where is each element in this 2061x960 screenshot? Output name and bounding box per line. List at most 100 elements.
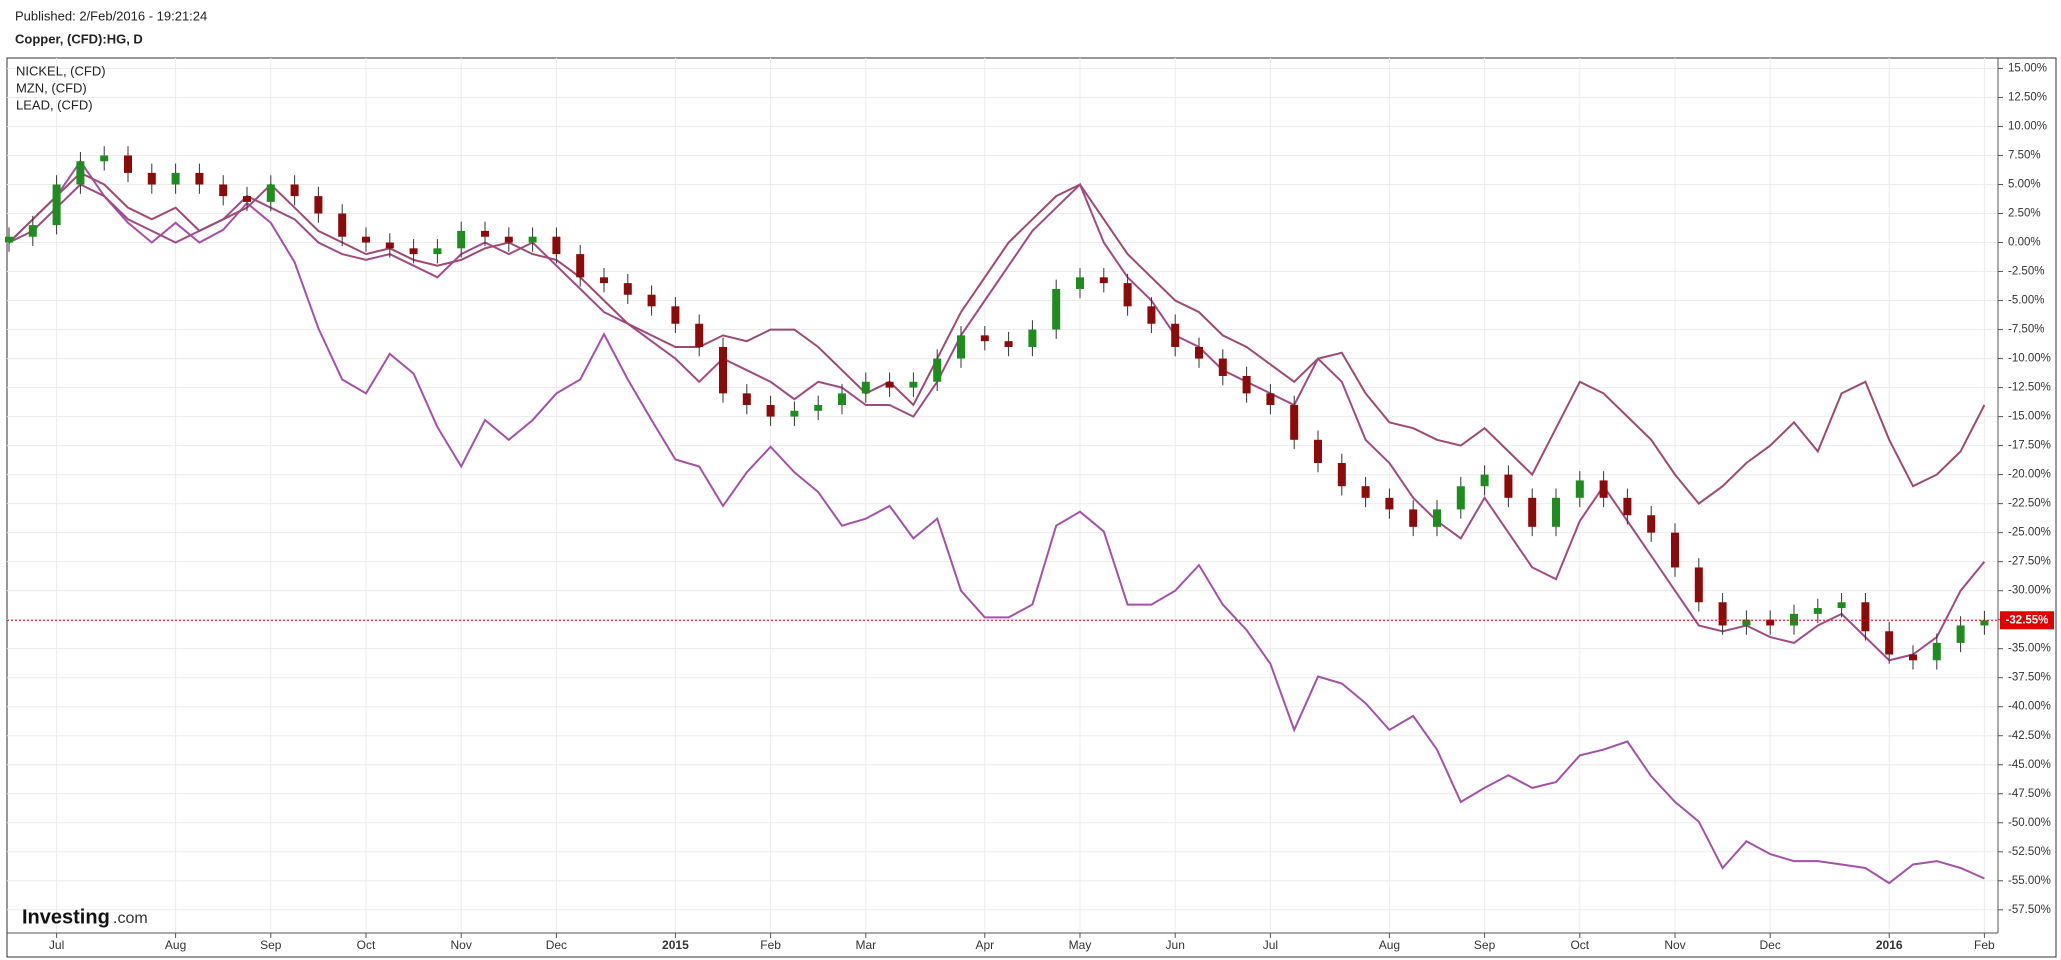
series-line [8,182,1986,662]
y-tick-label: -50.00% [2008,817,2051,829]
candle-body [1552,497,1560,527]
candle-body [528,236,537,243]
y-tick-label: 7.50% [2008,150,2041,162]
candle-body [909,381,918,388]
candle-body [1361,486,1370,498]
candle-body [980,335,989,342]
candle-body [790,410,799,417]
candle-body [552,236,561,255]
y-tick-label: 2.50% [2008,208,2041,220]
x-tick-label: Sep [1474,938,1496,952]
candle-body [576,254,585,278]
candle-body [861,381,870,394]
candle-body [1766,619,1775,626]
candle-body [1956,625,1965,643]
y-tick-label: 0.00% [2008,237,2041,249]
candle-body [1456,486,1465,510]
y-tick-label: -57.50% [2008,904,2051,916]
candle-body [266,184,275,202]
series-line [8,171,1986,505]
candle-body [671,306,680,324]
x-tick-label: Feb [760,938,781,952]
candle-body [1052,288,1061,330]
candle-body [647,294,656,307]
candle-body [362,236,370,243]
x-tick-label: Oct [1570,938,1589,952]
candle-body [290,184,299,197]
watermark-brand: Investing [22,906,110,928]
y-tick-label: 15.00% [2008,62,2047,74]
series-line [8,159,1985,885]
candle-body [1385,497,1394,510]
y-tick-label: -52.50% [2008,846,2051,858]
candle-body [1813,608,1822,614]
candle-body [1694,567,1703,603]
candle-body [1575,480,1584,498]
candle-body [243,196,251,202]
y-tick-label: -45.00% [2008,759,2051,771]
x-tick-label: Apr [975,938,994,952]
x-tick-label: Jul [1263,938,1278,952]
candle-body [1837,602,1846,609]
candle-body [124,155,132,173]
y-tick-label: -22.50% [2008,498,2051,510]
x-tick-label: Dec [546,938,567,952]
y-tick-label: -15.00% [2008,411,2051,423]
candle-body [1028,329,1037,347]
y-tick-label: -7.50% [2008,324,2044,336]
candle-body [1504,474,1513,498]
x-tick-label: 2015 [662,938,689,952]
legend-entry: NICKEL, (CFD) [16,63,106,78]
candle-body [1171,323,1180,347]
candle-body [219,184,228,197]
x-tick-label: Aug [165,938,186,952]
y-tick-label: -17.50% [2008,440,2051,452]
published: Published: 2/Feb/2016 - 19:21:24 [15,8,207,23]
candle-body [195,172,204,185]
candle-body [52,184,61,226]
candle-body [1337,463,1346,487]
candle-body [766,404,775,417]
candle-body [504,236,513,243]
candle-body [338,213,347,237]
last-price-label: -32.55% [2006,614,2049,626]
candle-body [957,335,965,359]
legend-entry: LEAD, (CFD) [16,97,93,112]
candle-body [147,172,156,185]
candle-body [1980,620,1989,626]
x-tick-label: Oct [357,938,376,952]
chart-title: Copper, (CFD):HG, D [15,31,143,46]
candle-body [100,155,109,162]
candle-body [1885,631,1894,655]
candle-body [1647,515,1656,533]
candle-body [1218,358,1227,376]
candle-body [600,277,608,284]
y-tick-label: -35.00% [2008,643,2051,655]
candle-body [314,196,323,214]
y-tick-label: -27.50% [2008,556,2051,568]
x-tick-label: Nov [451,938,472,952]
x-tick-label: Aug [1379,938,1400,952]
candle-body [28,225,37,237]
candle-body [1099,277,1108,284]
y-tick-label: 10.00% [2008,120,2047,132]
y-tick-label: 5.00% [2008,179,2041,191]
y-tick-label: -30.00% [2008,585,2051,597]
frame [6,57,2057,958]
candle-body [742,393,751,405]
x-tick-label: Feb [1974,938,1995,952]
x-tick-label: Mar [855,938,876,952]
candle-body [1528,497,1537,527]
x-tick-label: Dec [1760,938,1781,952]
candle-body [1623,497,1632,516]
candle-body [1480,474,1489,487]
candle-body [433,248,442,255]
candle-body [1004,341,1013,347]
x-tick-label: 2016 [1876,938,1903,952]
candle-body [838,393,846,405]
candle-body [814,404,823,411]
watermark-suffix: .com [113,910,148,927]
